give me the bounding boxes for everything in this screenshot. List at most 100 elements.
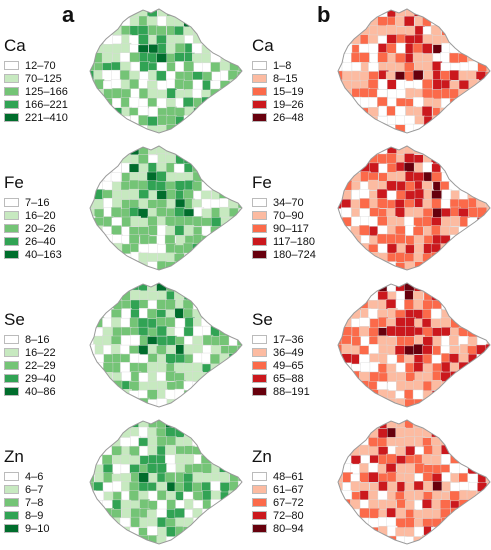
district-region bbox=[202, 546, 212, 547]
legend-range-label: 70–90 bbox=[273, 209, 304, 222]
district-region bbox=[139, 234, 151, 245]
legend-swatch bbox=[252, 524, 267, 533]
district-region bbox=[192, 134, 202, 136]
district-region bbox=[175, 353, 186, 365]
district-region bbox=[147, 116, 158, 127]
district-region bbox=[477, 308, 488, 319]
district-region bbox=[485, 271, 491, 273]
district-region bbox=[341, 428, 353, 440]
district-region bbox=[387, 271, 397, 273]
legend-b-fe: Fe 34–70 70–90 90–117 117–180 180–724 bbox=[252, 173, 316, 261]
district-region bbox=[166, 408, 176, 410]
district-region bbox=[149, 546, 159, 547]
district-region bbox=[368, 471, 379, 483]
district-region bbox=[228, 325, 240, 337]
district-region bbox=[486, 388, 490, 400]
district-region bbox=[431, 146, 443, 156]
district-region bbox=[467, 508, 478, 519]
district-region bbox=[449, 334, 460, 346]
district-region bbox=[112, 389, 123, 400]
district-region bbox=[202, 9, 213, 19]
district-region bbox=[101, 70, 113, 81]
district-region bbox=[360, 252, 371, 263]
district-region bbox=[227, 235, 239, 246]
district-region bbox=[130, 61, 142, 73]
district-region bbox=[103, 197, 114, 209]
district-region bbox=[360, 390, 371, 401]
district-region bbox=[193, 25, 204, 36]
district-region bbox=[237, 361, 242, 373]
district-region bbox=[431, 198, 442, 209]
district-region bbox=[103, 426, 114, 438]
district-region bbox=[476, 35, 487, 46]
district-region bbox=[377, 16, 388, 27]
legend-swatch bbox=[252, 511, 267, 520]
district-region bbox=[111, 406, 123, 407]
district-region bbox=[475, 508, 487, 520]
district-region bbox=[174, 78, 185, 90]
legend-b-se: Se 17–36 36–49 49–65 65–88 88–191 bbox=[252, 310, 310, 398]
district-region bbox=[486, 317, 490, 328]
district-region bbox=[237, 300, 242, 311]
district-region bbox=[405, 517, 416, 529]
district-region bbox=[478, 270, 488, 273]
district-region bbox=[449, 70, 460, 81]
district-region bbox=[90, 435, 95, 447]
district-region bbox=[486, 152, 490, 164]
district-region bbox=[219, 290, 231, 302]
district-region bbox=[477, 290, 488, 301]
district-region bbox=[229, 409, 239, 410]
district-region bbox=[376, 25, 388, 36]
district-region bbox=[174, 508, 186, 519]
district-region bbox=[395, 53, 406, 64]
district-region bbox=[90, 472, 95, 484]
district-region bbox=[449, 518, 461, 529]
district-region bbox=[90, 162, 95, 173]
district-region bbox=[90, 372, 95, 383]
district-region bbox=[457, 536, 469, 544]
district-region bbox=[175, 420, 187, 431]
district-region bbox=[396, 463, 407, 474]
district-region bbox=[413, 379, 424, 391]
district-region bbox=[468, 262, 479, 270]
district-region bbox=[449, 290, 461, 301]
legend-swatch bbox=[4, 374, 19, 383]
district-region bbox=[210, 171, 222, 183]
country-border bbox=[337, 145, 491, 271]
district-region bbox=[93, 199, 105, 210]
legend-entry: 17–36 bbox=[252, 333, 310, 346]
district-region bbox=[430, 455, 442, 466]
district-region bbox=[449, 162, 460, 173]
district-region bbox=[229, 125, 240, 133]
legend-range-label: 6–7 bbox=[25, 483, 44, 496]
district-region bbox=[210, 253, 221, 264]
district-region bbox=[440, 261, 451, 270]
district-region bbox=[210, 234, 222, 246]
district-region bbox=[351, 243, 362, 254]
country-border bbox=[89, 419, 243, 545]
district-region bbox=[211, 272, 221, 273]
district-region bbox=[211, 446, 223, 457]
district-region bbox=[338, 124, 344, 133]
legend-a-fe: Fe 7–16 16–20 20–26 26–40 40–163 bbox=[4, 173, 62, 261]
district-region bbox=[467, 518, 479, 529]
district-region bbox=[341, 343, 353, 355]
district-region bbox=[338, 535, 344, 544]
district-region bbox=[94, 146, 106, 155]
district-region bbox=[93, 98, 105, 110]
district-region bbox=[476, 380, 487, 391]
district-region bbox=[439, 107, 451, 118]
district-region bbox=[128, 234, 140, 245]
district-region bbox=[423, 481, 434, 492]
district-region bbox=[387, 89, 398, 100]
district-region bbox=[93, 409, 103, 410]
district-region bbox=[351, 152, 363, 164]
district-region bbox=[341, 536, 352, 544]
district-region bbox=[340, 244, 352, 255]
district-region bbox=[412, 43, 424, 54]
legend-entry: 49–65 bbox=[252, 359, 310, 372]
district-region bbox=[238, 253, 242, 265]
district-region bbox=[467, 125, 479, 133]
district-region bbox=[413, 172, 425, 183]
district-region bbox=[128, 406, 140, 407]
